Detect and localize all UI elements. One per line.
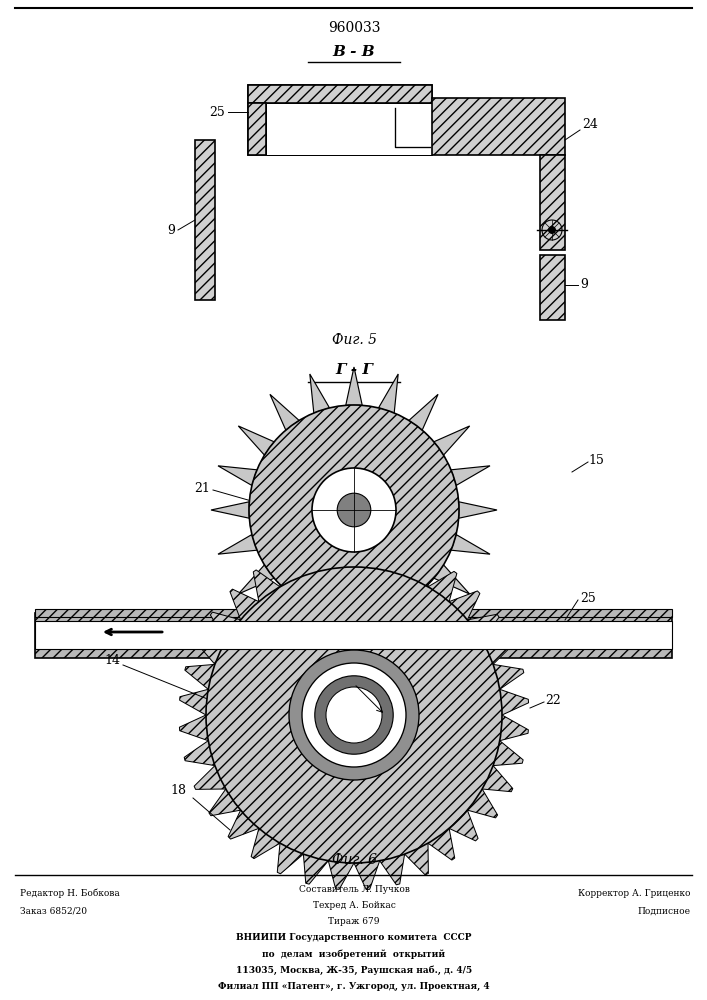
Text: 22: 22 [545,694,561,706]
Bar [540,155,565,250]
Text: Техред А. Бойкас: Техред А. Бойкас [312,902,395,910]
Polygon shape [211,502,250,518]
Text: 960033: 960033 [328,21,380,35]
Polygon shape [378,374,398,413]
Bar [432,98,565,155]
Polygon shape [409,394,438,430]
Bar [248,103,266,155]
Text: 14: 14 [104,654,120,666]
Bar [248,85,432,103]
Polygon shape [248,85,432,155]
Polygon shape [270,590,299,626]
Polygon shape [451,535,490,554]
Text: Фиг. 5: Фиг. 5 [332,333,377,347]
Text: ВНИИПИ Государственного комитета  СССР: ВНИИПИ Государственного комитета СССР [236,934,472,942]
Text: 18: 18 [170,784,186,796]
Text: Редактор Н. Бобкова: Редактор Н. Бобкова [20,888,119,898]
Text: 9: 9 [580,278,588,292]
Text: Тираж 679: Тираж 679 [328,918,380,926]
Text: Заказ 6852/20: Заказ 6852/20 [20,906,87,916]
Circle shape [548,226,556,234]
Circle shape [315,676,393,754]
Bar [35,613,672,658]
Text: по  делам  изобретений  открытий: по делам изобретений открытий [262,949,445,959]
Bar [35,621,672,649]
Polygon shape [218,535,257,554]
Circle shape [312,468,396,552]
Circle shape [206,567,502,863]
Text: Корректор А. Гриценко: Корректор А. Гриценко [578,888,690,898]
Polygon shape [238,565,274,594]
Text: Филиал ПП «Патент», г. Ужгород, ул. Проектная, 4: Филиал ПП «Патент», г. Ужгород, ул. Прое… [218,981,490,991]
Polygon shape [238,426,274,455]
Polygon shape [459,502,497,518]
Circle shape [302,663,406,767]
Polygon shape [270,394,299,430]
Text: Г - Г: Г - Г [335,363,373,377]
Polygon shape [451,466,490,485]
Polygon shape [346,615,362,653]
Polygon shape [434,426,469,455]
Bar [540,255,565,320]
Polygon shape [310,374,329,413]
Circle shape [326,687,382,743]
Polygon shape [409,590,438,626]
Polygon shape [434,565,469,594]
Text: Фиг. 6: Фиг. 6 [332,853,377,867]
Text: 9: 9 [167,224,175,236]
Text: 21: 21 [194,482,210,494]
Polygon shape [180,540,529,890]
Circle shape [337,493,370,527]
Polygon shape [218,466,257,485]
Text: 15: 15 [588,454,604,466]
Text: Составитель Л. Пучков: Составитель Л. Пучков [298,886,409,894]
Bar [266,103,432,155]
Circle shape [289,650,419,780]
Polygon shape [378,607,398,646]
Text: Подписное: Подписное [637,906,690,916]
Circle shape [249,405,459,615]
Text: 25: 25 [580,591,596,604]
Bar [195,140,215,300]
Text: 24: 24 [582,118,598,131]
Bar [35,609,672,617]
Polygon shape [346,367,362,405]
Polygon shape [310,607,329,646]
Text: 113035, Москва, Ж-35, Раушская наб., д. 4/5: 113035, Москва, Ж-35, Раушская наб., д. … [236,965,472,975]
Text: 25: 25 [209,105,225,118]
Text: В - В: В - В [333,45,375,59]
